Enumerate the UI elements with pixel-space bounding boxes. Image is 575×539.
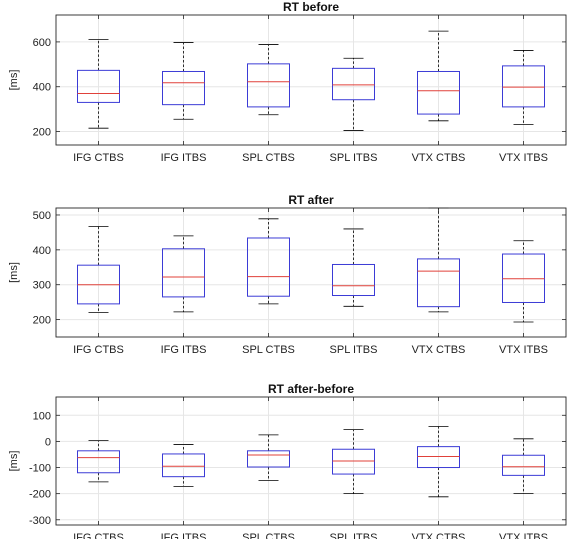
ytick-label: 600 (33, 37, 51, 49)
plot-area (56, 15, 566, 145)
box-4 (332, 228, 375, 307)
box-5 (417, 426, 460, 498)
xtick-label: VTX ITBS (499, 152, 548, 164)
xtick-label: VTX ITBS (499, 532, 548, 539)
ytick-label: -100 (29, 463, 51, 475)
box-body (247, 237, 290, 297)
ytick-label: 200 (33, 315, 51, 327)
ytick-label: 200 (33, 127, 51, 139)
chart-panel-2: 200 300 400 500 IFG CTBS IFG ITBS SPL CTBS SPL … (8, 193, 567, 356)
box-body (77, 69, 120, 103)
ytick-label: 300 (33, 280, 51, 292)
box-body (502, 253, 545, 303)
box-body (332, 448, 375, 475)
box-body (332, 263, 375, 297)
box-6 (502, 50, 545, 125)
xtick-label: VTX CTBS (412, 344, 466, 356)
box-body (247, 450, 290, 468)
box-5 (417, 30, 460, 122)
xtick-label: SPL CTBS (242, 152, 295, 164)
box-body (247, 63, 290, 108)
y-axis-label: [ms] (8, 262, 20, 283)
ytick-label: 400 (33, 245, 51, 257)
box-body (417, 446, 460, 469)
plot-area (56, 208, 566, 337)
ytick-label: 500 (33, 210, 51, 222)
axes-frame (55, 396, 567, 526)
xtick-label: SPL CTBS (242, 532, 295, 539)
box-3 (247, 434, 290, 481)
box-2 (162, 42, 205, 120)
plot-area (56, 397, 566, 525)
box-body (502, 65, 545, 108)
axes-frame (55, 207, 567, 338)
box-6 (502, 240, 545, 323)
xtick-label: IFG CTBS (73, 152, 124, 164)
ytick-label: -300 (29, 515, 51, 527)
box-1 (77, 440, 120, 483)
xtick-label: VTX CTBS (412, 152, 466, 164)
axes-frame (55, 14, 567, 146)
y-axis-label: [ms] (8, 451, 20, 472)
box-2 (162, 444, 205, 487)
box-3 (247, 44, 290, 116)
xtick-label: SPL ITBS (330, 344, 378, 356)
xtick-label: SPL ITBS (330, 152, 378, 164)
xtick-label: SPL CTBS (242, 344, 295, 356)
xtick-label: VTX ITBS (499, 344, 548, 356)
box-4 (332, 57, 375, 131)
box-body (502, 454, 545, 476)
xtick-label: VTX CTBS (412, 532, 466, 539)
xtick-label: IFG CTBS (73, 344, 124, 356)
xtick-label: IFG ITBS (161, 152, 207, 164)
box-body (332, 67, 375, 101)
xtick-label: IFG ITBS (161, 532, 207, 539)
ytick-label: -200 (29, 489, 51, 501)
box-1 (77, 226, 120, 313)
box-body (77, 450, 120, 474)
chart-panel-1: 200 400 600 IFG CTBS IFG ITBS SPL CTBS SPL ITB… (8, 0, 567, 164)
box-2 (162, 235, 205, 313)
box-body (162, 70, 205, 106)
box-body (417, 258, 460, 308)
xtick-label: IFG ITBS (161, 344, 207, 356)
chart-panel-3: -300 -200 -100 0 100 IFG CTBS IFG ITBS SPL CTBS… (8, 382, 567, 539)
xtick-label: SPL ITBS (330, 532, 378, 539)
box-1 (77, 39, 120, 129)
chart-title: RT before (283, 0, 339, 14)
box-body (162, 248, 205, 298)
ytick-label: 100 (33, 410, 51, 422)
xtick-label: IFG CTBS (73, 532, 124, 539)
ytick-label: 400 (33, 82, 51, 94)
ytick-label: 0 (45, 436, 51, 448)
chart-title: RT after (288, 193, 334, 207)
box-body (417, 70, 460, 115)
box-6 (502, 438, 545, 495)
box-3 (247, 218, 290, 305)
y-axis-label: [ms] (8, 70, 20, 91)
box-4 (332, 429, 375, 495)
box-body (162, 453, 205, 478)
chart-title: RT after-before (268, 382, 354, 396)
